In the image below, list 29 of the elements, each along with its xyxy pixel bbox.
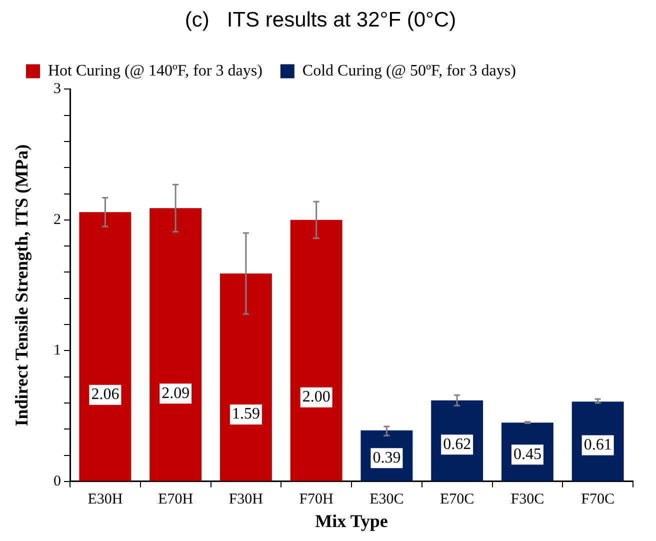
y-tick-label: 3	[54, 81, 61, 98]
data-label: 0.61	[584, 436, 612, 454]
data-label: 2.09	[162, 384, 190, 402]
x-tick-label: F70C	[581, 491, 614, 508]
x-tick-label: E70C	[440, 491, 474, 508]
x-tick-label: E30C	[370, 491, 404, 508]
data-label: 0.39	[372, 449, 401, 466]
x-tick-label: F70H	[299, 491, 334, 508]
legend-label: Hot Curing (@ 140ºF, for 3 days)	[48, 62, 262, 80]
y-tick-label: 1	[54, 342, 61, 359]
bar	[79, 212, 132, 481]
data-label: 1.59	[232, 406, 260, 423]
x-tick-label: F30H	[228, 491, 264, 508]
y-tick-label: 0	[54, 473, 61, 490]
data-label: 2.00	[302, 388, 330, 406]
bar	[290, 220, 342, 481]
data-label: 0.45	[513, 446, 542, 463]
legend-label: Cold Curing (@ 50ºF, for 3 days)	[302, 62, 516, 80]
data-label: 2.06	[91, 386, 120, 404]
x-tick-label: E70H	[158, 491, 194, 508]
y-axis-title: Indirect Tensile Strength, ITS (MPa)	[11, 144, 32, 426]
bar	[220, 274, 272, 481]
x-tick-label: F30C	[510, 491, 544, 508]
chart-title: (c) ITS results at 32°F (0°C)	[184, 8, 456, 32]
data-label: 0.62	[443, 436, 472, 453]
x-axis-title: Mix Type	[315, 510, 388, 531]
bar	[150, 208, 202, 481]
y-tick-label: 2	[54, 212, 61, 228]
x-tick-label: E30H	[88, 491, 123, 508]
